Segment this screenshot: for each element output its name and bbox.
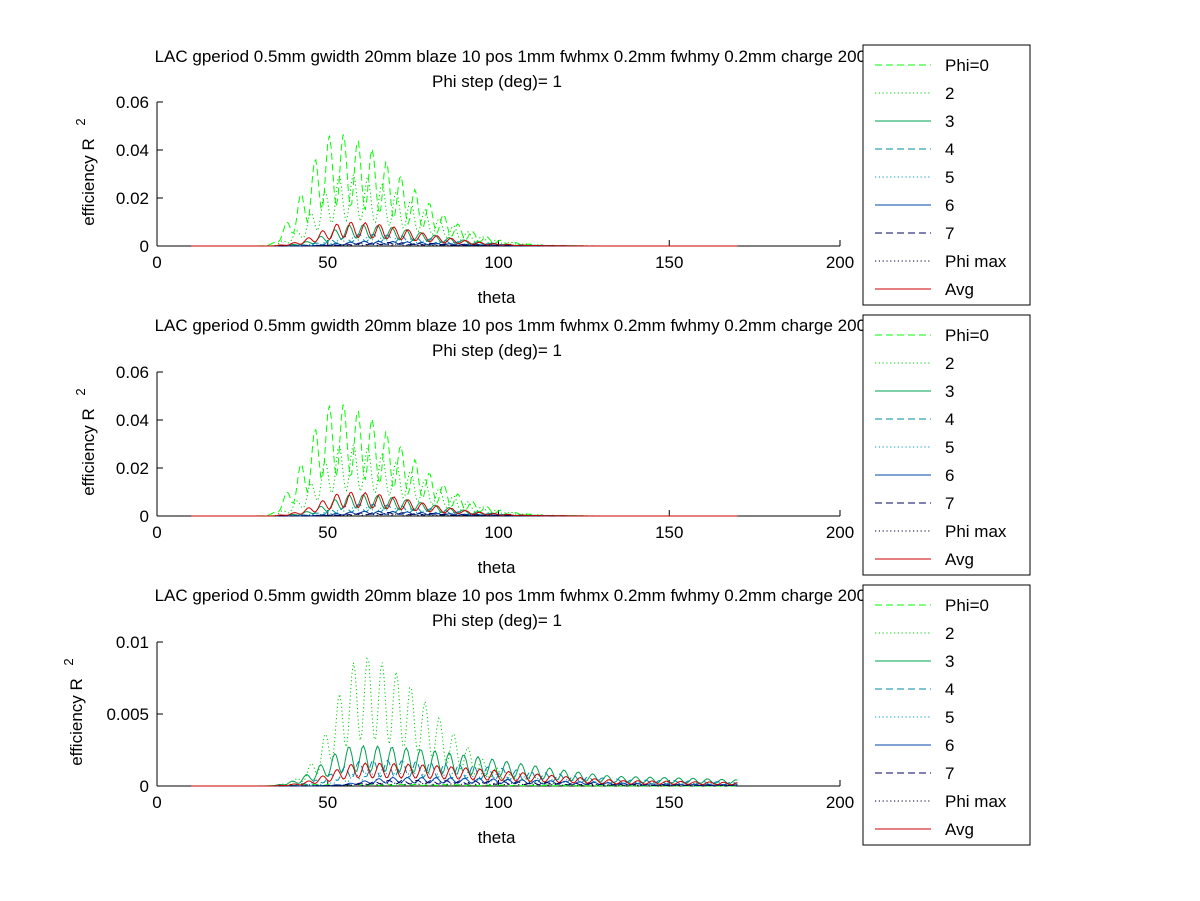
legend-label: 7: [945, 224, 954, 243]
x-tick-label: 100: [484, 793, 512, 812]
y-tick-label: 0: [140, 777, 149, 796]
x-tick-label: 50: [318, 523, 337, 542]
x-tick-label: 150: [655, 793, 683, 812]
legend: Phi=0 2 3 4 5 6 7 Phi max Avg: [862, 314, 1031, 576]
legend-label: 3: [945, 112, 954, 131]
x-tick-label: 200: [826, 523, 854, 542]
series-line-phi-0: [191, 134, 738, 247]
y-tick-label: 0: [140, 507, 149, 526]
series-line-7: [191, 779, 738, 787]
x-tick-label: 150: [655, 523, 683, 542]
series-line-7: [191, 511, 738, 517]
series-line-7: [191, 241, 738, 247]
y-axis-label-sup: 2: [73, 388, 88, 395]
x-tick-label: 200: [826, 793, 854, 812]
y-tick-label: 0.06: [116, 93, 149, 112]
legend-label: 6: [945, 196, 954, 215]
legend-label: Avg: [945, 550, 974, 569]
x-tick-label: 50: [318, 253, 337, 272]
chart-subtitle: Phi step (deg)= 1: [432, 72, 562, 91]
y-tick-label: 0.005: [106, 705, 149, 724]
y-tick-label: 0.04: [116, 141, 149, 160]
x-tick-label: 0: [152, 793, 161, 812]
series-line-2: [191, 657, 738, 787]
series-line-2: [191, 172, 738, 247]
legend-label: 5: [945, 168, 954, 187]
chart-panel-2: 0 50 100 150 200 0 0.02 0.04 0.06 LAC gperiod 0.5…: [73, 314, 1031, 577]
legend-box: [862, 44, 1031, 306]
x-tick-label: 100: [484, 253, 512, 272]
y-axis-label: efficiency R: [67, 678, 86, 766]
legend-label: Phi=0: [945, 326, 989, 345]
legend-label: Phi max: [945, 252, 1007, 271]
y-axis-label-sup: 2: [61, 658, 76, 665]
chart-subtitle: Phi step (deg)= 1: [432, 611, 562, 630]
y-axis-label-group: efficiency R 2: [73, 118, 98, 225]
x-axis-label: theta: [478, 558, 516, 577]
x-tick-label: 0: [152, 523, 161, 542]
chart-subtitle: Phi step (deg)= 1: [432, 341, 562, 360]
y-axis-label-group: efficiency R 2: [61, 658, 86, 765]
legend-label: 2: [945, 624, 954, 643]
y-axis-label: efficiency R: [79, 408, 98, 496]
x-tick-label: 100: [484, 523, 512, 542]
legend-label: 7: [945, 764, 954, 783]
legend-label: Phi max: [945, 522, 1007, 541]
legend-label: 4: [945, 680, 954, 699]
legend-label: 3: [945, 382, 954, 401]
chart-panel-3: 0 50 100 150 200 0 0.005 0.01 LAC gperiod 0.5mm …: [61, 584, 1031, 847]
y-tick-label: 0.04: [116, 411, 149, 430]
legend-label: 6: [945, 736, 954, 755]
series-line-3: [191, 744, 738, 787]
x-tick-label: 50: [318, 793, 337, 812]
y-tick-label: 0.02: [116, 189, 149, 208]
x-tick-label: 150: [655, 253, 683, 272]
y-axis-label-sup: 2: [73, 118, 88, 125]
x-tick-label: 200: [826, 253, 854, 272]
legend-label: 2: [945, 354, 954, 373]
chart-title: LAC gperiod 0.5mm gwidth 20mm blaze 10 p…: [155, 586, 946, 605]
legend-label: Phi max: [945, 792, 1007, 811]
legend-label: 7: [945, 494, 954, 513]
x-axis-label: theta: [478, 828, 516, 847]
chart-title: LAC gperiod 0.5mm gwidth 20mm blaze 10 p…: [155, 47, 946, 66]
x-tick-label: 0: [152, 253, 161, 272]
series-line-avg: [191, 491, 738, 517]
series-line-avg: [191, 221, 738, 247]
y-axis-label: efficiency R: [79, 138, 98, 226]
legend-label: 4: [945, 410, 954, 429]
legend-label: Avg: [945, 820, 974, 839]
legend-box: [862, 584, 1031, 846]
legend-label: Phi=0: [945, 596, 989, 615]
series-line-avg: [191, 762, 738, 787]
legend-label: 2: [945, 84, 954, 103]
legend-label: 6: [945, 466, 954, 485]
legend-label: 5: [945, 438, 954, 457]
y-tick-label: 0.01: [116, 633, 149, 652]
legend: Phi=0 2 3 4 5 6 7 Phi max Avg: [862, 584, 1031, 846]
y-axis-label-group: efficiency R 2: [73, 388, 98, 495]
legend: Phi=0 2 3 4 5 6 7 Phi max Avg: [862, 44, 1031, 306]
legend-label: Avg: [945, 280, 974, 299]
y-tick-label: 0: [140, 237, 149, 256]
legend-box: [862, 314, 1031, 576]
chart-title: LAC gperiod 0.5mm gwidth 20mm blaze 10 p…: [155, 316, 946, 335]
legend-label: 3: [945, 652, 954, 671]
x-axis-label: theta: [478, 288, 516, 307]
chart-panel-1: 0 50 100 150 200 0 0.02 0.04 0.06 LAC gperiod 0.5…: [73, 44, 1031, 307]
series-line-phi-0: [191, 404, 738, 517]
y-tick-label: 0.02: [116, 459, 149, 478]
y-tick-label: 0.06: [116, 363, 149, 382]
legend-label: 5: [945, 708, 954, 727]
series-line-2: [191, 442, 738, 517]
legend-label: Phi=0: [945, 56, 989, 75]
legend-label: 4: [945, 140, 954, 159]
